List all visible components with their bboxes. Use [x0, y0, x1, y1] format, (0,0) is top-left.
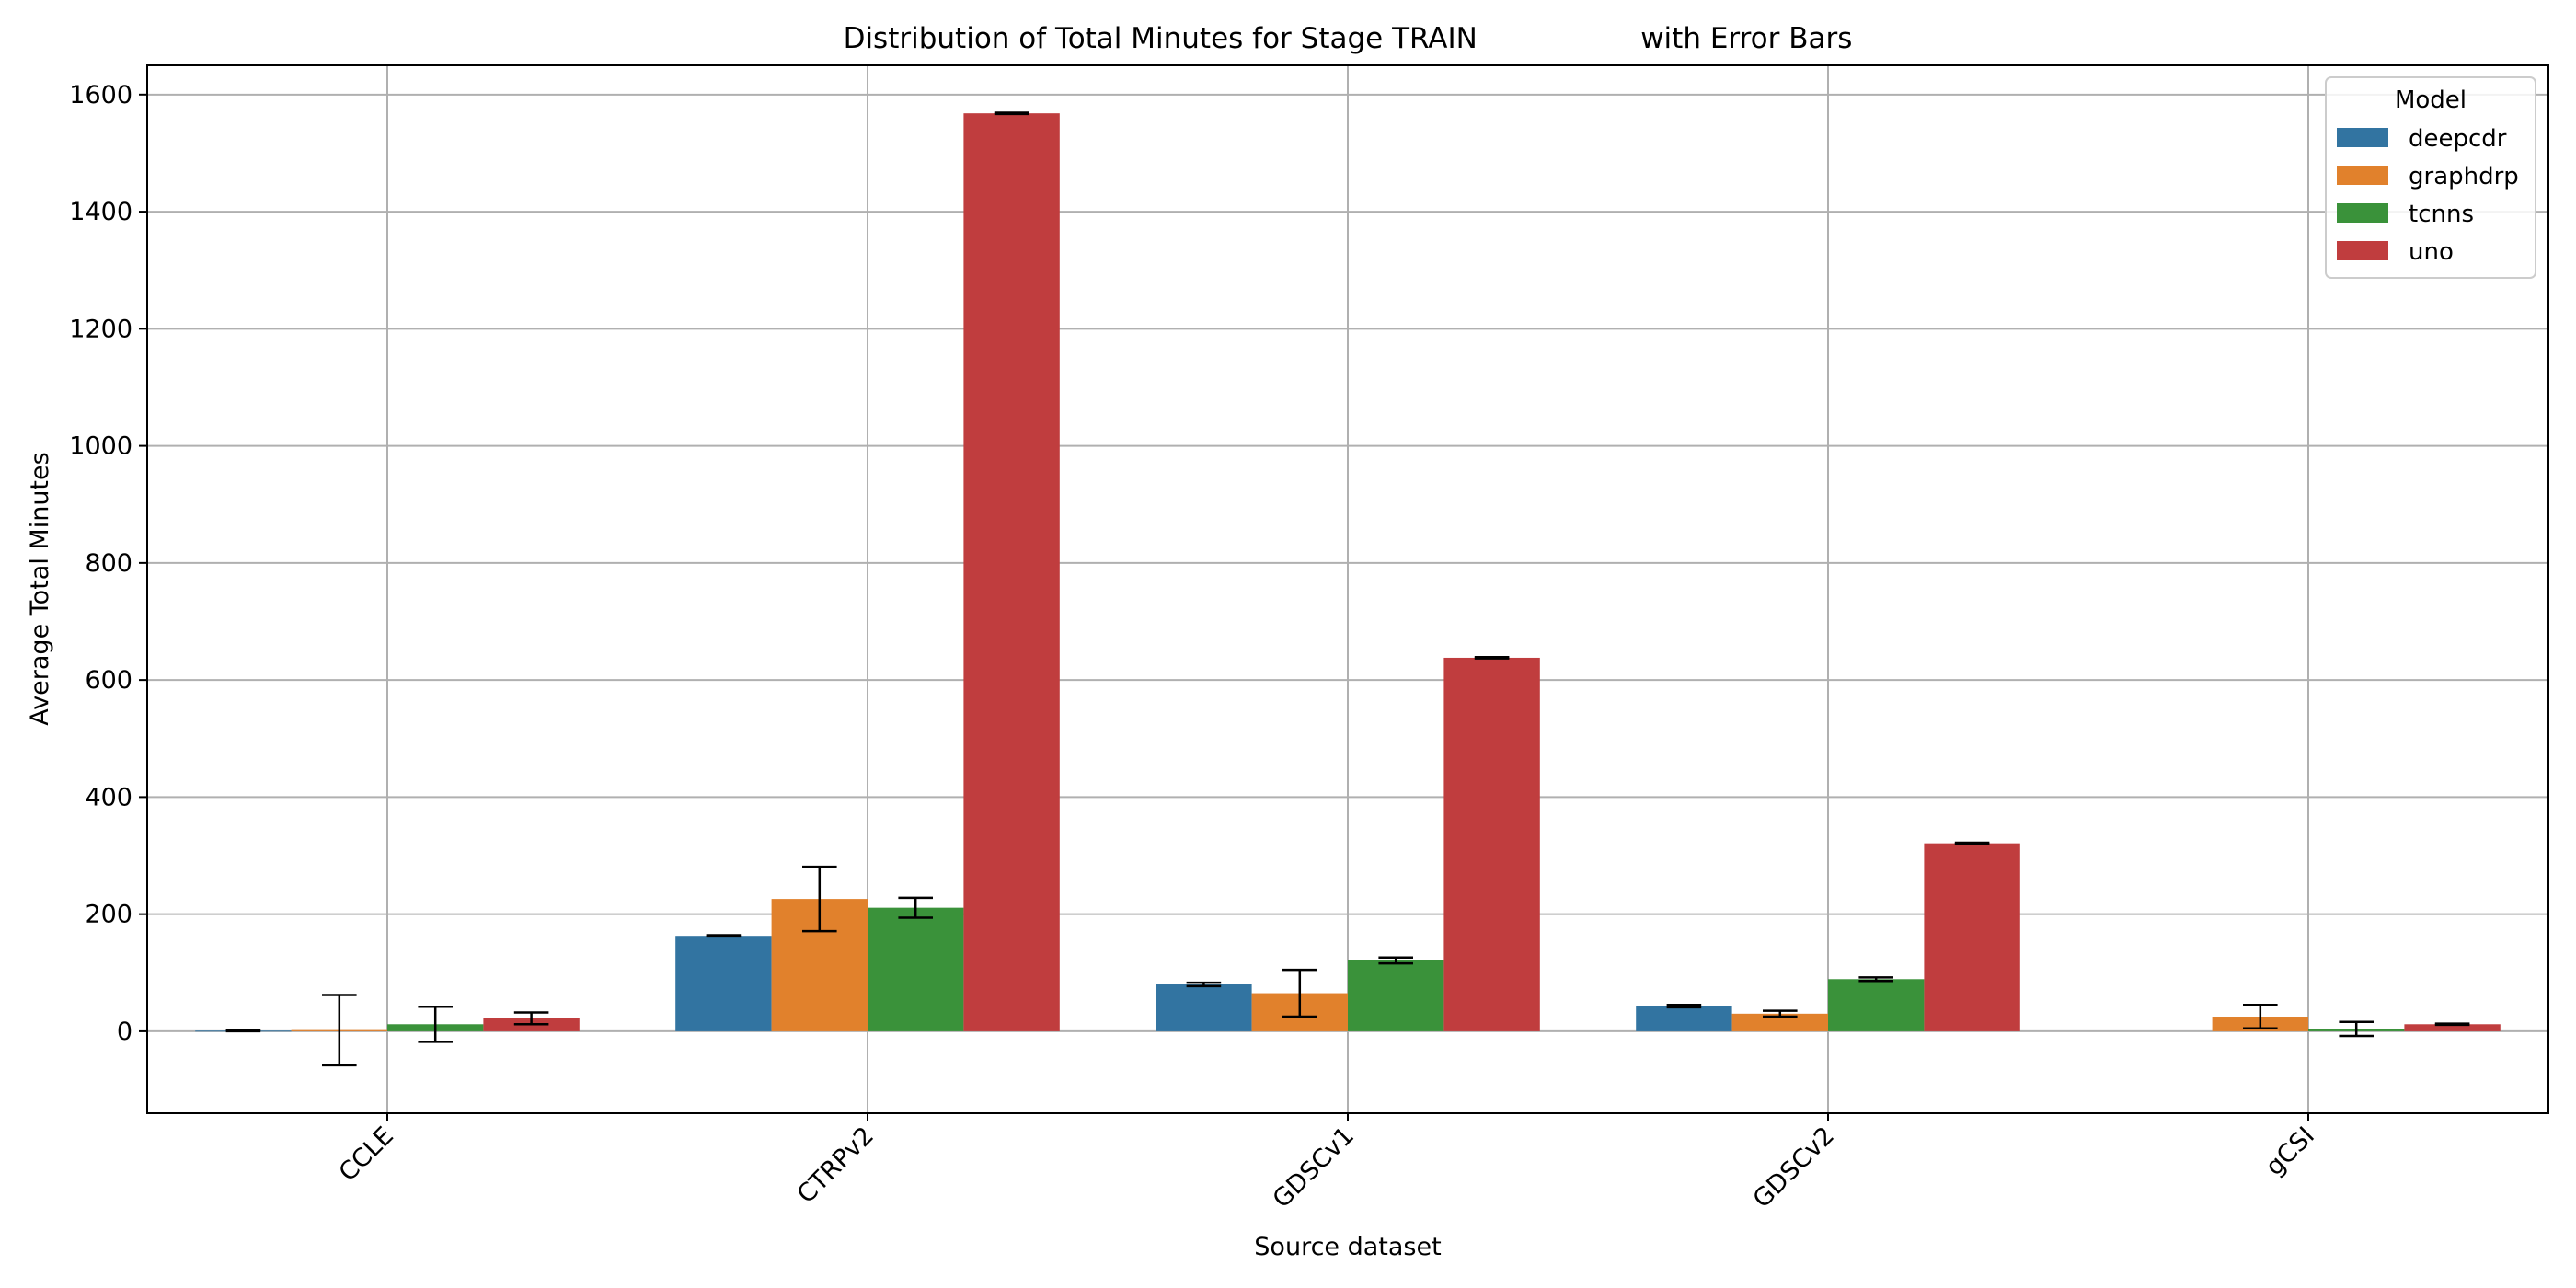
legend-items: deepcdr graphdrp tcnns uno	[2337, 125, 2519, 266]
bar	[675, 936, 772, 1031]
legend-label: tcnns	[2409, 201, 2474, 228]
legend: Model deepcdr graphdrp tcnns uno	[2325, 76, 2536, 279]
y-axis-label: Average Total Minutes	[26, 452, 54, 725]
x-axis-ticks: CCLE CTRPv2 GDSCv1 GDSCv2 gCSI	[334, 1113, 2320, 1213]
y-tick-label: 1400	[69, 198, 132, 226]
legend-label: deepcdr	[2409, 125, 2507, 153]
legend-label: uno	[2409, 238, 2454, 266]
bar	[1731, 1013, 1828, 1031]
bar	[963, 113, 1060, 1031]
y-tick-label: 800	[85, 549, 132, 578]
bars	[195, 113, 2501, 1032]
y-tick-label: 1200	[69, 315, 132, 343]
x-tick-label: CTRPv2	[792, 1121, 880, 1209]
bar	[1828, 979, 1925, 1031]
bar	[1443, 657, 1540, 1031]
y-axis-ticks: 0 200 400 600 800 1000 1200 1400 1600	[69, 81, 147, 1046]
x-tick-label: gCSI	[2260, 1121, 2320, 1181]
legend-swatch	[2337, 203, 2388, 223]
legend-label: graphdrp	[2409, 163, 2519, 190]
y-tick-label: 600	[85, 666, 132, 695]
legend-swatch	[2337, 241, 2388, 260]
legend-title: Model	[2395, 86, 2467, 114]
chart-title: Distribution of Total Minutes for Stage …	[844, 22, 1853, 55]
bar	[2404, 1024, 2501, 1031]
error-bars	[225, 111, 2470, 1067]
bar	[1636, 1006, 1732, 1031]
y-tick-label: 1000	[69, 432, 132, 461]
y-tick-label: 1600	[69, 81, 132, 109]
x-tick-label: GDSCv1	[1268, 1121, 1360, 1213]
legend-swatch	[2337, 166, 2388, 185]
bar	[1156, 984, 1252, 1031]
x-tick-label: GDSCv2	[1748, 1121, 1840, 1213]
grid-lines	[147, 65, 2548, 1113]
legend-box	[2325, 76, 2536, 279]
y-tick-label: 200	[85, 901, 132, 929]
y-tick-label: 0	[117, 1018, 132, 1046]
x-axis-label: Source dataset	[1254, 1233, 1441, 1261]
x-tick-label: CCLE	[334, 1121, 399, 1187]
legend-swatch	[2337, 128, 2388, 147]
bar	[868, 907, 964, 1031]
y-tick-label: 400	[85, 783, 132, 811]
bar	[1348, 960, 1444, 1031]
bar	[1924, 843, 2020, 1031]
